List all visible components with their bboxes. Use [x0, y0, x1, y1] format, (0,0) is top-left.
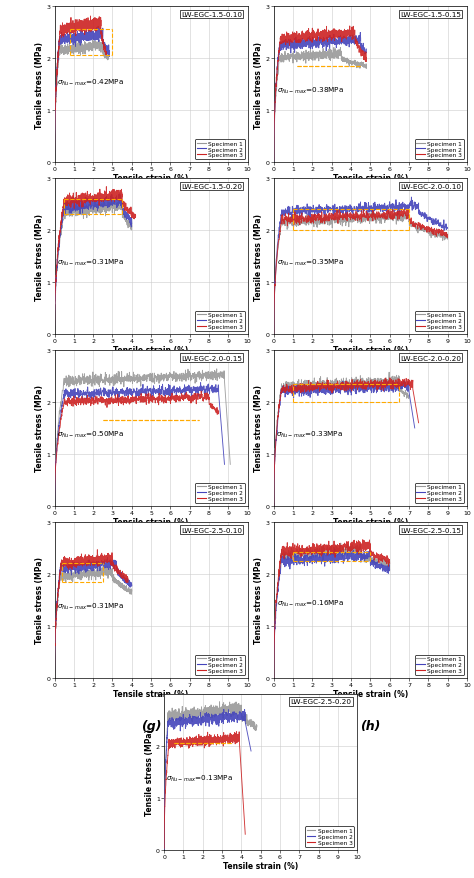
Text: LW-EGC-2.0-0.10: LW-EGC-2.0-0.10 [400, 184, 461, 190]
Text: $\sigma_{flu-max}$=0.31MPa: $\sigma_{flu-max}$=0.31MPa [57, 601, 125, 611]
Text: (c): (c) [142, 375, 161, 388]
Legend: Specimen 1, Specimen 2, Specimen 3: Specimen 1, Specimen 2, Specimen 3 [305, 826, 355, 847]
Y-axis label: Tensile stress (MPa): Tensile stress (MPa) [255, 385, 264, 471]
Y-axis label: Tensile stress (MPa): Tensile stress (MPa) [35, 41, 44, 128]
Y-axis label: Tensile stress (MPa): Tensile stress (MPa) [255, 213, 264, 300]
Text: (d): (d) [360, 375, 381, 388]
X-axis label: Tensile strain (%): Tensile strain (%) [333, 174, 408, 184]
X-axis label: Tensile strain (%): Tensile strain (%) [333, 518, 408, 527]
X-axis label: Tensile strain (%): Tensile strain (%) [113, 346, 189, 355]
Y-axis label: Tensile stress (MPa): Tensile stress (MPa) [35, 385, 44, 471]
Legend: Specimen 1, Specimen 2, Specimen 3: Specimen 1, Specimen 2, Specimen 3 [195, 483, 245, 503]
X-axis label: Tensile strain (%): Tensile strain (%) [113, 518, 189, 527]
X-axis label: Tensile strain (%): Tensile strain (%) [333, 689, 408, 698]
X-axis label: Tensile strain (%): Tensile strain (%) [113, 174, 189, 184]
Text: (b): (b) [360, 204, 381, 217]
Legend: Specimen 1, Specimen 2, Specimen 3: Specimen 1, Specimen 2, Specimen 3 [415, 483, 464, 503]
X-axis label: Tensile strain (%): Tensile strain (%) [223, 861, 298, 870]
Legend: Specimen 1, Specimen 2, Specimen 3: Specimen 1, Specimen 2, Specimen 3 [195, 655, 245, 675]
Text: LW-EGC-2.5-0.15: LW-EGC-2.5-0.15 [400, 527, 461, 533]
Legend: Specimen 1, Specimen 2, Specimen 3: Specimen 1, Specimen 2, Specimen 3 [415, 312, 464, 332]
Text: LW-EGC-2.0-0.20: LW-EGC-2.0-0.20 [400, 356, 461, 361]
Text: (a): (a) [141, 204, 161, 217]
Text: $\sigma_{flu-max}$=0.31MPa: $\sigma_{flu-max}$=0.31MPa [57, 257, 125, 268]
Legend: Specimen 1, Specimen 2, Specimen 3: Specimen 1, Specimen 2, Specimen 3 [195, 312, 245, 332]
Text: (g): (g) [141, 719, 161, 731]
Text: $\sigma_{flu-max}$=0.16MPa: $\sigma_{flu-max}$=0.16MPa [277, 599, 344, 608]
Legend: Specimen 1, Specimen 2, Specimen 3: Specimen 1, Specimen 2, Specimen 3 [195, 140, 245, 160]
Text: $\sigma_{flu-max}$=0.38MPa: $\sigma_{flu-max}$=0.38MPa [277, 86, 344, 96]
Y-axis label: Tensile stress (MPa): Tensile stress (MPa) [145, 729, 154, 816]
Text: LW-EGC-2.5-0.10: LW-EGC-2.5-0.10 [181, 527, 242, 533]
Text: LW-EGC-2.5-0.20: LW-EGC-2.5-0.20 [291, 699, 352, 705]
Legend: Specimen 1, Specimen 2, Specimen 3: Specimen 1, Specimen 2, Specimen 3 [415, 140, 464, 160]
Y-axis label: Tensile stress (MPa): Tensile stress (MPa) [35, 213, 44, 300]
Text: $\sigma_{flu-max}$=0.50MPa: $\sigma_{flu-max}$=0.50MPa [57, 429, 124, 440]
X-axis label: Tensile strain (%): Tensile strain (%) [113, 689, 189, 698]
Text: (h): (h) [360, 719, 381, 731]
Text: (f): (f) [362, 547, 379, 560]
X-axis label: Tensile strain (%): Tensile strain (%) [333, 346, 408, 355]
Y-axis label: Tensile stress (MPa): Tensile stress (MPa) [255, 41, 264, 128]
Text: LW-EGC-1.5-0.20: LW-EGC-1.5-0.20 [181, 184, 242, 190]
Y-axis label: Tensile stress (MPa): Tensile stress (MPa) [35, 557, 44, 644]
Text: $\sigma_{flu-max}$=0.33MPa: $\sigma_{flu-max}$=0.33MPa [276, 429, 343, 440]
Legend: Specimen 1, Specimen 2, Specimen 3: Specimen 1, Specimen 2, Specimen 3 [415, 655, 464, 675]
Text: $\sigma_{flu-max}$=0.42MPa: $\sigma_{flu-max}$=0.42MPa [57, 78, 125, 88]
Text: (e): (e) [141, 547, 161, 560]
Text: $\sigma_{flu-max}$=0.13MPa: $\sigma_{flu-max}$=0.13MPa [166, 773, 234, 783]
Text: LW-EGC-1.5-0.10: LW-EGC-1.5-0.10 [181, 11, 242, 18]
Y-axis label: Tensile stress (MPa): Tensile stress (MPa) [255, 557, 264, 644]
Text: $\sigma_{flu-max}$=0.35MPa: $\sigma_{flu-max}$=0.35MPa [277, 257, 344, 268]
Text: LW-EGC-2.0-0.15: LW-EGC-2.0-0.15 [181, 356, 242, 361]
Text: LW-EGC-1.5-0.15: LW-EGC-1.5-0.15 [400, 11, 461, 18]
